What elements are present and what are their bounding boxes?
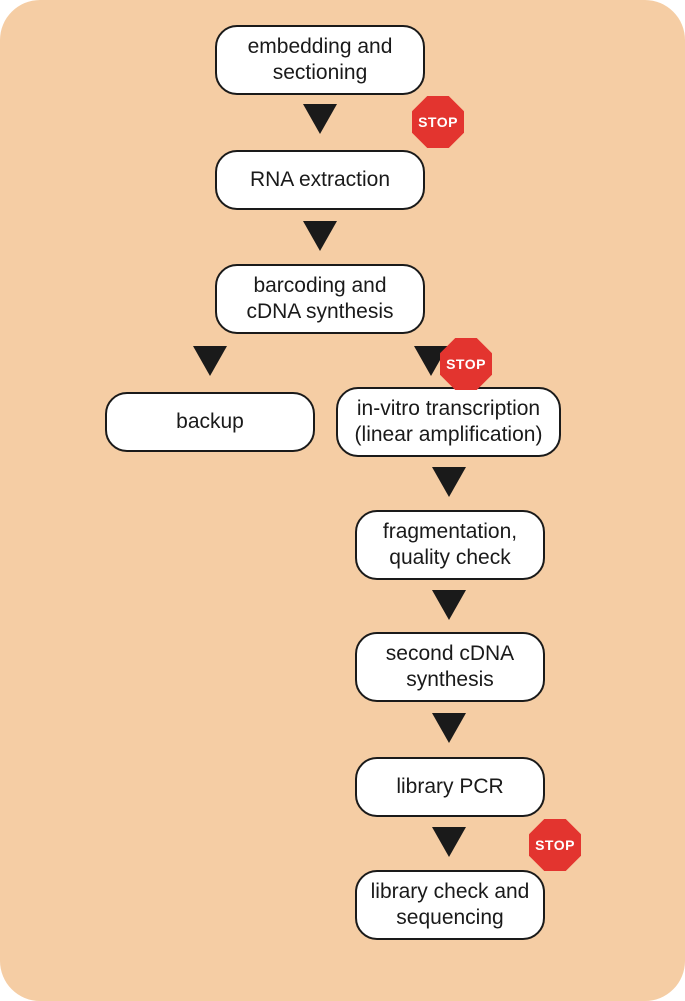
flow-node-n3: barcoding and cDNA synthesis: [215, 264, 425, 334]
flow-arrow-a2: [303, 221, 337, 251]
flow-arrow-a1: [303, 104, 337, 134]
flow-node-n7: second cDNA synthesis: [355, 632, 545, 702]
flow-node-label: in-vitro transcription (linear amplifica…: [348, 396, 549, 449]
flow-node-n8: library PCR: [355, 757, 545, 817]
stop-label: STOP: [535, 837, 575, 853]
stop-label: STOP: [418, 114, 458, 130]
flow-node-label: RNA extraction: [250, 167, 390, 193]
flow-node-label: library PCR: [396, 774, 503, 800]
flow-node-label: library check and sequencing: [367, 879, 533, 932]
flow-node-n5: in-vitro transcription (linear amplifica…: [336, 387, 561, 457]
flow-node-n9: library check and sequencing: [355, 870, 545, 940]
flow-arrow-a4: [432, 467, 466, 497]
flow-node-label: second cDNA synthesis: [367, 641, 533, 694]
flow-arrow-a3a: [193, 346, 227, 376]
stop-label: STOP: [446, 356, 486, 372]
flow-node-label: fragmentation, quality check: [367, 519, 533, 572]
flow-node-n6: fragmentation, quality check: [355, 510, 545, 580]
flow-node-n1: embedding and sectioning: [215, 25, 425, 95]
flow-node-n2: RNA extraction: [215, 150, 425, 210]
flow-arrow-a7: [432, 827, 466, 857]
stop-sign-s1: STOP: [412, 96, 464, 148]
flow-node-label: embedding and sectioning: [227, 34, 413, 87]
stop-sign-s2: STOP: [440, 338, 492, 390]
flow-node-n4: backup: [105, 392, 315, 452]
stop-sign-s3: STOP: [529, 819, 581, 871]
flow-node-label: backup: [176, 409, 244, 435]
flow-arrow-a6: [432, 713, 466, 743]
flow-arrow-a5: [432, 590, 466, 620]
flowchart-panel: embedding and sectioning RNA extraction ba…: [0, 0, 685, 1001]
flow-node-label: barcoding and cDNA synthesis: [227, 273, 413, 326]
